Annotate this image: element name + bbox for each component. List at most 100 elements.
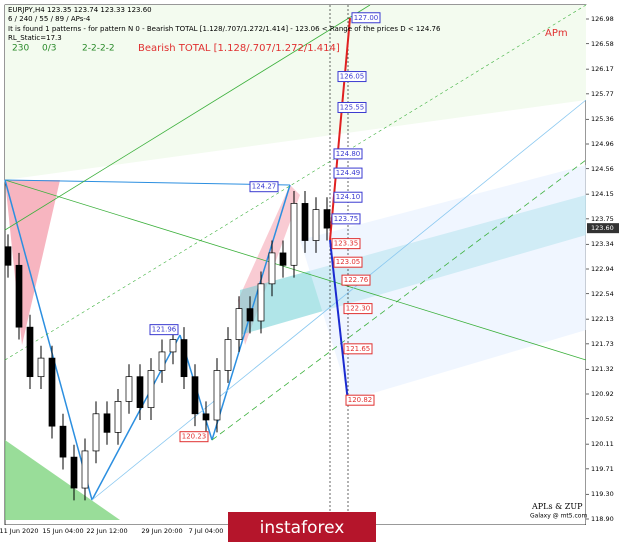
price-label-box (351, 12, 381, 24)
price-label: 123.35 (334, 240, 359, 248)
pattern-line (4, 179, 291, 186)
candle-body (158, 351, 166, 371)
candle-body (301, 203, 309, 241)
y-tick-label: 126.17 (591, 65, 614, 73)
candle-body (312, 209, 320, 241)
price-label: 124.27 (252, 183, 277, 191)
price-label-box (249, 181, 279, 193)
price-label-box (333, 167, 363, 179)
y-tick-label: 123.34 (591, 240, 614, 248)
current-price-box (587, 223, 619, 234)
price-label: 120.23 (182, 433, 207, 441)
y-tick-label: 125.77 (591, 90, 614, 98)
candle-body (246, 308, 254, 322)
price-label: 123.05 (336, 258, 361, 266)
price-label: 122.30 (346, 305, 371, 313)
price-label-box (341, 274, 371, 286)
x-tick-label: 11 Jun 2020 (0, 527, 39, 535)
candle-body (15, 264, 23, 328)
price-label: 120.82 (348, 396, 373, 404)
price-label-box (331, 238, 361, 250)
pattern-line (211, 159, 587, 441)
candle-body (279, 252, 287, 266)
candle-body (268, 252, 276, 285)
y-tick-label: 120.92 (591, 390, 614, 398)
price-label-box (179, 431, 209, 443)
candle-body (136, 376, 144, 408)
price-label-box (333, 148, 363, 160)
info: 2-2-2-2 (82, 44, 115, 54)
pattern-name: Bearish TOTAL [1.128/.707/1.272/1.414] (138, 43, 340, 54)
candle-body (323, 209, 331, 229)
x-tick-label: 22 Jun 12:00 (86, 527, 127, 535)
candle-body (103, 413, 111, 433)
watermark: Galaxy @ mt5.com (530, 513, 587, 520)
settings-line: 6 / 240 / 55 / 89 / APs-4 (8, 15, 91, 23)
price-label-box (343, 343, 373, 355)
price-label-box (345, 394, 375, 406)
x-tick-label: 29 Jun 20:00 (141, 527, 182, 535)
candle-body (180, 339, 188, 378)
price-label-box (343, 303, 373, 315)
pattern-line-text: It is found 1 patterns - for pattern N 0… (8, 25, 441, 33)
pattern-line (4, 4, 371, 231)
price-label: 121.96 (152, 326, 177, 334)
y-tick-label: 119.71 (591, 465, 614, 473)
x-tick-label: 15 Jun 04:00 (42, 527, 83, 535)
x-tick-label: 7 Jul 04:00 (189, 527, 224, 535)
green-zone (5, 5, 586, 180)
axis-area (586, 5, 620, 525)
watermark: APLs & ZUP (531, 502, 583, 511)
price-label: 124.80 (336, 150, 361, 158)
candle-body (4, 246, 12, 266)
price-label: 127.00 (354, 14, 379, 22)
y-tick-label: 119.30 (591, 490, 614, 498)
symbol-line: EURJPY,H4 123.35 123.74 123.33 123.60 (8, 6, 152, 14)
candle-body (70, 456, 78, 489)
current-price-label: 123.60 (591, 224, 614, 232)
candle-body (37, 357, 45, 378)
price-label: 126.05 (340, 73, 365, 81)
projection (329, 17, 351, 241)
price-label-box (337, 101, 367, 113)
candle-body (26, 326, 34, 378)
brand-banner (228, 512, 376, 542)
info: 230 (12, 44, 29, 54)
price-label: 123.75 (334, 215, 359, 223)
pattern-line (4, 179, 93, 501)
candle-body (81, 450, 89, 489)
y-tick-label: 118.90 (591, 515, 614, 523)
price-label-box (333, 191, 363, 203)
price-label: 124.10 (336, 193, 361, 201)
candle-body (59, 425, 67, 458)
pattern-line (91, 99, 587, 501)
candle-body (92, 413, 100, 452)
candle-body (125, 376, 133, 402)
y-tick-label: 126.58 (591, 40, 614, 48)
y-tick-label: 122.94 (591, 265, 614, 273)
price-label-box (333, 256, 363, 268)
info: 0/3 (42, 44, 56, 54)
price-label-box (337, 71, 367, 83)
candle-body (224, 339, 232, 371)
candle-body (147, 370, 155, 408)
candle-body (213, 370, 221, 421)
y-tick-label: 124.15 (591, 190, 614, 198)
y-tick-label: 123.75 (591, 215, 614, 223)
candle-body (48, 357, 56, 427)
candle-body (169, 339, 177, 353)
y-tick-label: 126.98 (591, 15, 614, 23)
y-tick-label: 124.96 (591, 140, 614, 148)
price-label-box (149, 324, 179, 336)
price-label: 124.49 (336, 169, 361, 177)
y-tick-label: 122.54 (591, 290, 614, 298)
brand: instaforex (260, 518, 345, 538)
projection (329, 239, 349, 403)
candle-body (257, 283, 265, 322)
price-label-box (331, 213, 361, 225)
blue-zone (300, 165, 586, 400)
pattern-line (4, 179, 587, 361)
y-tick-label: 125.36 (591, 115, 614, 123)
y-tick-label: 120.11 (591, 440, 614, 448)
